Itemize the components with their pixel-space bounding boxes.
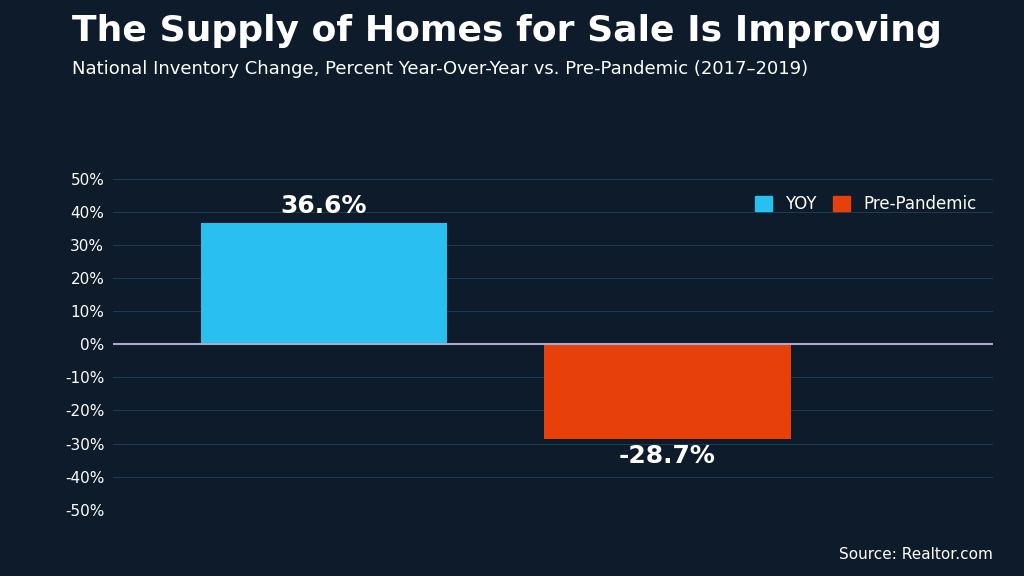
Text: The Supply of Homes for Sale Is Improving: The Supply of Homes for Sale Is Improvin… <box>72 14 941 48</box>
Text: 36.6%: 36.6% <box>281 194 368 218</box>
Text: Source: Realtor.com: Source: Realtor.com <box>840 547 993 562</box>
Legend: YOY, Pre-Pandemic: YOY, Pre-Pandemic <box>746 187 985 222</box>
Text: National Inventory Change, Percent Year-Over-Year vs. Pre-Pandemic (2017–2019): National Inventory Change, Percent Year-… <box>72 60 808 78</box>
Bar <box>201 223 447 344</box>
Bar <box>544 344 791 439</box>
Text: -28.7%: -28.7% <box>618 444 716 468</box>
